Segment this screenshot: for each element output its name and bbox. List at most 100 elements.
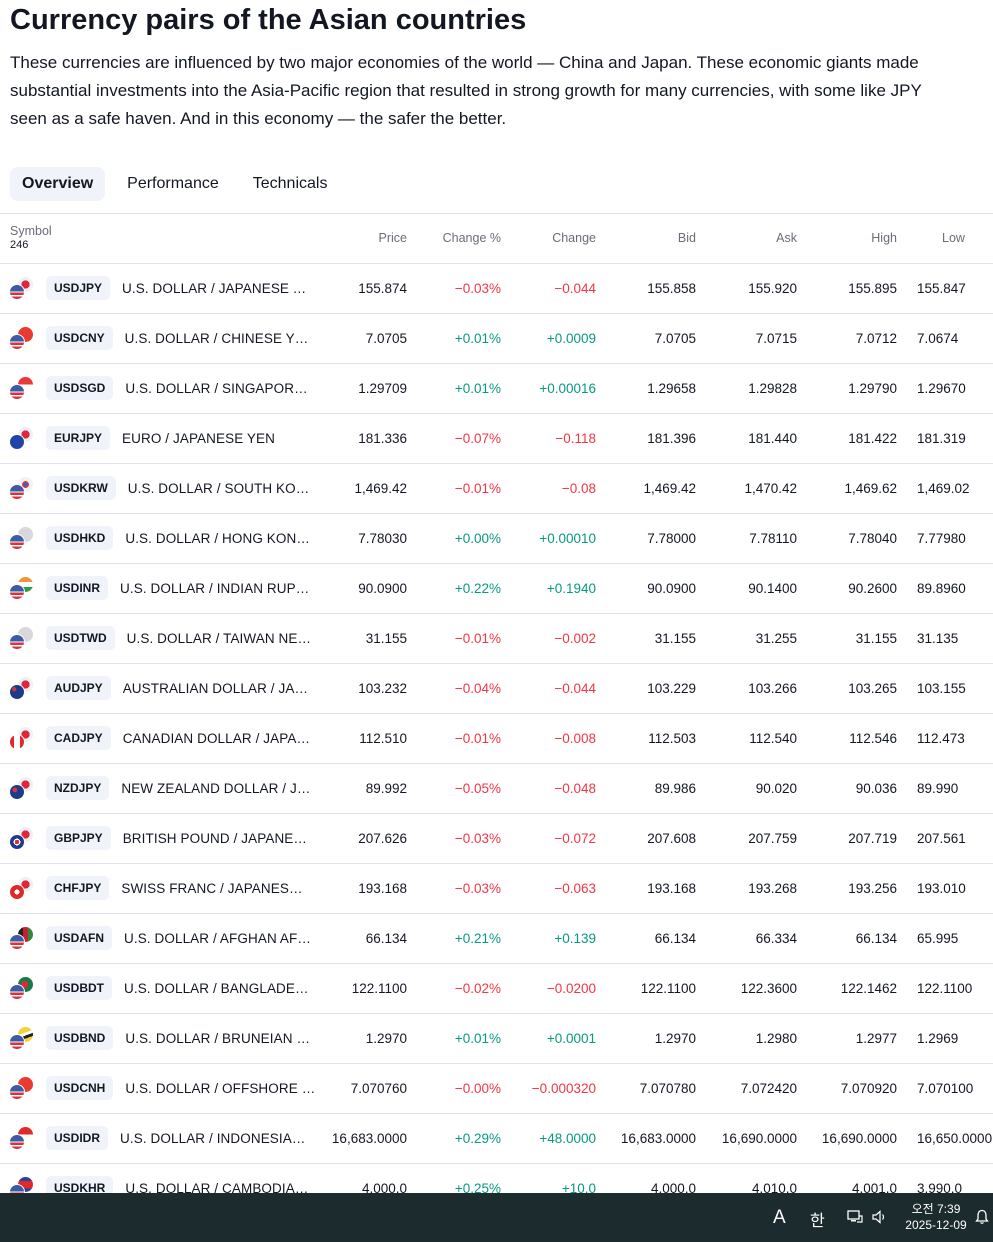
table-row[interactable]: USDJPY U.S. DOLLAR / JAPANESE YEN 155.874 −… bbox=[0, 263, 993, 314]
notification-bell-icon[interactable] bbox=[974, 1209, 990, 1225]
header-bid[interactable]: Bid bbox=[596, 214, 696, 264]
page-intro: These currencies are influenced by two m… bbox=[10, 53, 922, 128]
change-cell: −0.008 bbox=[501, 713, 596, 764]
ime-mode-indicator[interactable]: A bbox=[773, 1207, 786, 1228]
low-cell: 193.010 bbox=[897, 863, 993, 914]
tab-technicals[interactable]: Technicals bbox=[252, 175, 328, 192]
price-cell: 7.78030 bbox=[316, 513, 407, 564]
header-symbol[interactable]: Symbol 246 bbox=[0, 214, 316, 264]
table-row[interactable]: EURJPY EURO / JAPANESE YEN 181.336 −0.07% −0… bbox=[0, 413, 993, 464]
ticker-badge[interactable]: USDAFN bbox=[46, 926, 112, 950]
base-currency-flag-icon bbox=[9, 284, 25, 300]
bid-cell: 181.396 bbox=[596, 413, 696, 464]
base-currency-flag-icon bbox=[9, 534, 25, 550]
tab-performance[interactable]: Performance bbox=[127, 175, 219, 192]
low-cell: 89.8960 bbox=[897, 563, 993, 614]
network-icon[interactable] bbox=[847, 1210, 863, 1223]
base-currency-flag-icon bbox=[9, 1134, 25, 1150]
high-cell: 155.895 bbox=[797, 263, 897, 314]
change-cell: −0.063 bbox=[501, 863, 596, 914]
header-price[interactable]: Price bbox=[316, 214, 407, 264]
change-cell: −0.044 bbox=[501, 663, 596, 714]
ticker-badge[interactable]: CHFJPY bbox=[46, 876, 110, 900]
price-cell: 7.070760 bbox=[316, 1063, 407, 1114]
ask-cell: 1.2980 bbox=[696, 1013, 797, 1064]
change-cell: −0.002 bbox=[501, 613, 596, 664]
ticker-badge[interactable]: NZDJPY bbox=[46, 776, 110, 800]
high-cell: 4,001.0 bbox=[797, 1163, 897, 1193]
ticker-badge[interactable]: USDIDR bbox=[46, 1126, 109, 1150]
ticker-badge[interactable]: USDCNY bbox=[46, 326, 113, 350]
ticker-badge[interactable]: AUDJPY bbox=[46, 676, 111, 700]
price-cell: 90.0900 bbox=[316, 563, 407, 614]
table-row[interactable]: GBPJPY BRITISH POUND / JAPANESE YEN207.62… bbox=[0, 813, 993, 864]
system-clock[interactable]: 오전 7:39 2025-12-09 bbox=[900, 1201, 972, 1233]
change-cell: −0.044 bbox=[501, 263, 596, 314]
ticker-badge[interactable]: USDCNH bbox=[46, 1076, 114, 1100]
ticker-badge[interactable]: CADJPY bbox=[46, 726, 111, 750]
change-cell: +48.0000 bbox=[501, 1113, 596, 1164]
table-row[interactable]: CHFJPY SWISS FRANC / JAPANESE YEN 193.168−… bbox=[0, 863, 993, 914]
change-pct-cell: −0.05% bbox=[407, 763, 501, 814]
high-cell: 193.256 bbox=[797, 863, 897, 914]
high-cell: 31.155 bbox=[797, 613, 897, 664]
ticker-badge[interactable]: USDJPY bbox=[46, 276, 111, 300]
ticker-badge[interactable]: USDINR bbox=[46, 576, 109, 600]
high-cell: 90.036 bbox=[797, 763, 897, 814]
ticker-badge[interactable]: USDBND bbox=[46, 1026, 114, 1050]
ask-cell: 7.78110 bbox=[696, 513, 797, 564]
volume-icon[interactable] bbox=[872, 1210, 888, 1224]
header-ask[interactable]: Ask bbox=[696, 214, 797, 264]
price-cell: 1.2970 bbox=[316, 1013, 407, 1064]
symbol-cell: USDJPY U.S. DOLLAR / JAPANESE YEN bbox=[0, 263, 316, 314]
bid-cell: 89.986 bbox=[596, 763, 696, 814]
ticker-badge[interactable]: USDKHR bbox=[46, 1176, 114, 1193]
change-pct-cell: +0.29% bbox=[407, 1113, 501, 1164]
change-pct-cell: +0.01% bbox=[407, 1013, 501, 1064]
ime-language-indicator[interactable]: 한 bbox=[810, 1213, 825, 1230]
tab-overview[interactable]: Overview bbox=[10, 167, 106, 201]
price-cell: 155.874 bbox=[316, 263, 407, 314]
table-row[interactable]: USDIDR U.S. DOLLAR / INDONESIAN RUPIAH 16,… bbox=[0, 1113, 993, 1164]
base-currency-flag-icon bbox=[9, 484, 25, 500]
ask-cell: 207.759 bbox=[696, 813, 797, 864]
ticker-badge[interactable]: GBPJPY bbox=[46, 826, 111, 850]
change-pct-cell: +0.01% bbox=[407, 363, 501, 414]
table-row[interactable]: USDINR U.S. DOLLAR / INDIAN RUPEE 90.0900 +… bbox=[0, 563, 993, 614]
ticker-badge[interactable]: USDKRW bbox=[46, 476, 116, 500]
header-change-pct[interactable]: Change % bbox=[407, 214, 501, 264]
ticker-badge[interactable]: USDTWD bbox=[46, 626, 115, 650]
ticker-badge[interactable]: USDSGD bbox=[46, 376, 114, 400]
ticker-badge[interactable]: USDHKD bbox=[46, 526, 114, 550]
currency-flag-icon bbox=[9, 327, 35, 350]
price-cell: 1,469.42 bbox=[316, 463, 407, 514]
header-low[interactable]: Low bbox=[897, 214, 993, 264]
table-row[interactable]: USDCNY U.S. DOLLAR / CHINESE YUAN 7.0705 +0… bbox=[0, 313, 993, 364]
currency-flag-icon bbox=[9, 777, 35, 800]
header-change[interactable]: Change bbox=[501, 214, 596, 264]
low-cell: 181.319 bbox=[897, 413, 993, 464]
change-cell: +0.0009 bbox=[501, 313, 596, 364]
change-cell: +0.1940 bbox=[501, 563, 596, 614]
currency-flag-icon bbox=[9, 977, 35, 1000]
header-high[interactable]: High bbox=[797, 214, 897, 264]
low-cell: 122.1100 bbox=[897, 963, 993, 1014]
bid-cell: 31.155 bbox=[596, 613, 696, 664]
ask-cell: 7.072420 bbox=[696, 1063, 797, 1114]
table-row[interactable]: USDCNH U.S. DOLLAR / OFFSHORE CHINESE YUA… bbox=[0, 1063, 993, 1114]
table-row[interactable]: NZDJPY NEW ZEALAND DOLLAR / JAPANESE YEN 8… bbox=[0, 763, 993, 814]
ticker-badge[interactable]: EURJPY bbox=[46, 426, 111, 450]
symbol-cell: USDHKD U.S. DOLLAR / HONG KONG DOLLAR bbox=[0, 513, 316, 564]
bid-cell: 112.503 bbox=[596, 713, 696, 764]
ticker-badge[interactable]: USDBDT bbox=[46, 976, 112, 1000]
